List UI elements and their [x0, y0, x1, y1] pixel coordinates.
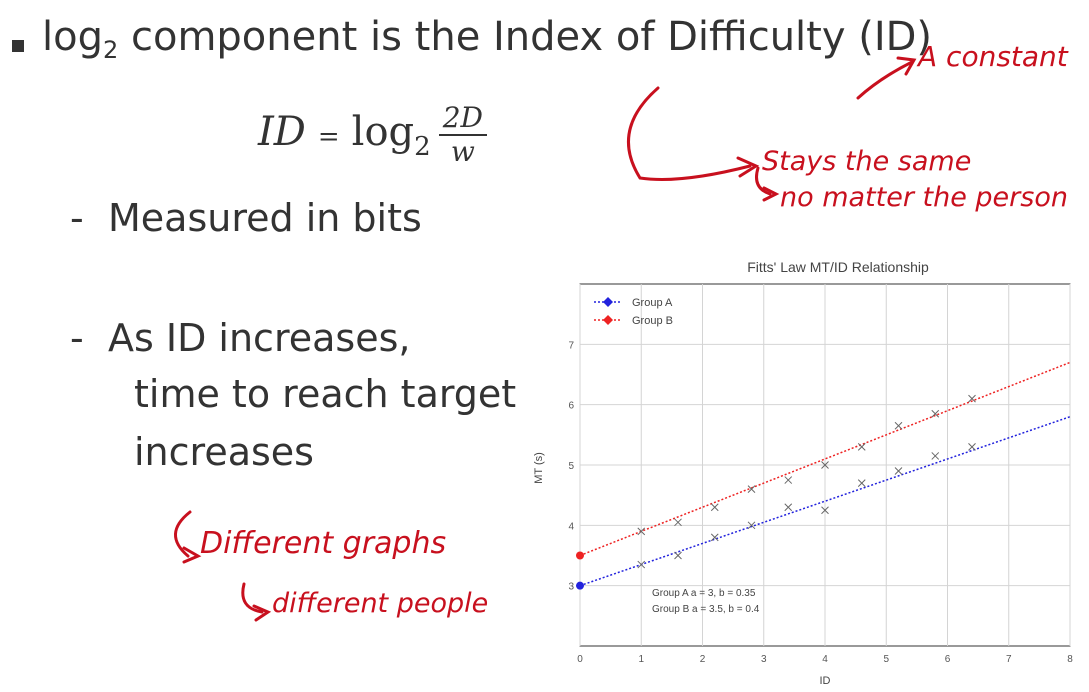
data-point-group-b [710, 503, 719, 512]
ink-arrowhead-constant [896, 56, 917, 76]
data-point-group-a [821, 506, 829, 515]
intercept-point-group-a [576, 581, 584, 590]
data-point-group-a [784, 503, 793, 512]
sub-item-as-id-line2: time to reach target [134, 372, 517, 416]
legend-label: Group B [632, 315, 673, 327]
ink-different-graphs: Different graphs [200, 526, 447, 561]
sub-item-measured: - Measured in bits [70, 196, 422, 240]
x-tick-label: 6 [945, 654, 951, 665]
formula-lhs: ID [258, 109, 306, 156]
ink-arrowhead-stays [736, 156, 760, 178]
data-point-group-b [784, 476, 793, 484]
sub-item-as-id-line3: increases [134, 430, 314, 474]
ink-hook-graphs [174, 510, 192, 558]
formula-fraction: 2D w [438, 101, 487, 169]
formula-numerator: 2D [438, 101, 487, 137]
data-point-group-a [674, 551, 682, 560]
legend-label: Group A [632, 297, 673, 309]
formula-log: log2 [351, 109, 431, 163]
data-point-group-a [931, 452, 940, 460]
chart-annotations: Group A a = 3, b = 0.35 Group B a = 3.5, … [652, 588, 760, 615]
y-tick-label: 6 [568, 401, 574, 412]
bullet-marker [12, 40, 24, 52]
chart-ticks: 0 1 2 3 4 5 6 7 8 3 4 5 6 7 [568, 340, 1073, 665]
data-point-group-b [931, 409, 940, 418]
x-axis-label: ID [820, 675, 831, 687]
legend-marker [603, 315, 613, 325]
chart-legend: Group A Group B [594, 297, 673, 327]
y-tick-label: 5 [568, 461, 574, 472]
ink-hook-people [241, 582, 264, 614]
ink-no-matter: no matter the person [780, 182, 1068, 213]
data-point-group-a [710, 533, 719, 542]
ink-hook-no-matter [755, 166, 772, 196]
fitts-chart: Fitts' Law MT/ID Relationship 0 1 2 3 4 5 6 7 8 3… [533, 259, 1073, 687]
data-point-group-b [674, 518, 682, 527]
data-point-group-b [637, 527, 646, 536]
ink-different-people: different people [272, 588, 489, 619]
y-tick-label: 3 [568, 582, 574, 593]
ink-a-constant: A constant [918, 40, 1068, 73]
ink-arrow-constant [856, 60, 914, 100]
x-tick-label: 2 [700, 654, 706, 665]
data-point-group-b [821, 461, 829, 469]
bullet-text: log2 component is the Index of Difficult… [42, 14, 933, 64]
intercept-point-group-b [576, 551, 584, 560]
sub-item-as-id: - As ID increases, [70, 316, 411, 360]
chart-series [576, 361, 1071, 590]
y-axis-label: MT (s) [533, 452, 545, 484]
id-formula: ID = log2 2D w [258, 101, 487, 169]
chart-annotation: Group A a = 3, b = 0.35 [652, 588, 756, 599]
chart-title: Fitts' Law MT/ID Relationship [747, 259, 929, 275]
chart-annotation: Group B a = 3.5, b = 0.4 [652, 604, 760, 615]
legend-marker [603, 297, 613, 307]
x-tick-label: 0 [577, 654, 583, 665]
x-tick-label: 1 [638, 654, 644, 665]
ink-arrowhead-people [252, 604, 272, 622]
ink-stays-same: Stays the same [762, 146, 972, 177]
x-tick-label: 4 [822, 654, 828, 665]
formula-equals: = [317, 122, 340, 153]
x-tick-label: 7 [1006, 654, 1012, 665]
y-tick-label: 7 [568, 340, 574, 351]
data-point-group-a [747, 521, 756, 530]
x-tick-label: 5 [883, 654, 889, 665]
x-tick-label: 8 [1067, 654, 1073, 665]
data-point-group-b [747, 485, 756, 493]
data-point-group-a [637, 560, 646, 569]
x-tick-label: 3 [761, 654, 767, 665]
data-point-group-a [968, 443, 976, 451]
ink-arrowhead-no-matter [762, 186, 780, 202]
data-point-group-b [968, 394, 976, 403]
data-point-group-b [894, 421, 903, 430]
ink-arrowhead-graphs [182, 546, 202, 564]
data-point-group-a [894, 467, 903, 475]
formula-denominator: w [450, 135, 475, 169]
ink-hook-stays [626, 86, 752, 181]
data-point-group-b [857, 443, 866, 451]
data-point-group-a [857, 479, 866, 487]
y-tick-label: 4 [568, 521, 574, 532]
